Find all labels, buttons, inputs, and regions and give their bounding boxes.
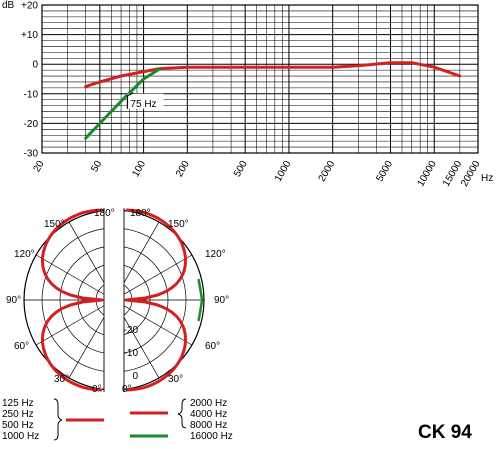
legend-right: 2000 Hz 4000 Hz 8000 Hz 16000 Hz xyxy=(190,398,233,442)
polar-pattern-right-red xyxy=(124,208,187,392)
polar-angle-label-right: 150° xyxy=(168,219,189,230)
polar-angle-label-left: 90° xyxy=(6,295,21,306)
y-tick-label: +10 xyxy=(21,30,38,41)
polar-radial-label: -20 xyxy=(124,325,139,336)
legend-right-item: 8000 Hz xyxy=(190,420,228,431)
legend-brace-right xyxy=(177,398,187,429)
series-line-green xyxy=(84,67,162,140)
polar-angle-label-right: 180° xyxy=(130,208,151,219)
polar-angle-label-right: 60° xyxy=(205,341,220,352)
x-tick-label: 10000 xyxy=(415,159,439,189)
legend-left: 125 Hz 250 Hz 500 Hz 1000 Hz xyxy=(2,398,39,442)
annotation-box xyxy=(127,93,164,109)
polar-pattern-right-green xyxy=(197,278,204,322)
polar-angle-label-left: 60° xyxy=(14,341,29,352)
legend-left-item: 125 Hz xyxy=(2,398,34,409)
y-axis-label: dB xyxy=(2,0,15,11)
x-tick-label: 200 xyxy=(174,159,192,179)
legend-left-item: 250 Hz xyxy=(2,409,34,420)
y-tick-label: -20 xyxy=(24,119,39,130)
polar-radial-label: 0 xyxy=(132,371,138,382)
y-tick-label: 0 xyxy=(32,60,38,71)
x-tick-label: 1000 xyxy=(273,159,294,184)
series-line-red xyxy=(84,61,462,88)
polar-angle-label-right: 0° xyxy=(122,384,132,395)
polar-angle-label-right: 90° xyxy=(214,295,229,306)
polar-angle-label-left: 180° xyxy=(94,208,115,219)
x-tick-label: 100 xyxy=(130,159,148,179)
legend-right-item: 4000 Hz xyxy=(190,409,228,420)
polar-pattern-left-red xyxy=(41,208,104,392)
legend-right-item: 2000 Hz xyxy=(190,398,228,409)
y-tick-label: +20 xyxy=(21,1,38,12)
y-tick-label: -10 xyxy=(24,89,39,100)
x-tick-label: 2000 xyxy=(317,159,338,184)
polar-angle-label-left: 0° xyxy=(92,384,102,395)
plot-frame xyxy=(41,4,479,154)
polar-spoke xyxy=(113,254,193,301)
legend-right-item: 16000 Hz xyxy=(190,431,233,442)
x-axis-label: Hz xyxy=(481,173,493,184)
x-tick-label: 20000 xyxy=(459,159,483,189)
annotation-label: 75 Hz xyxy=(130,99,156,110)
y-tick-label: -30 xyxy=(24,149,39,160)
legend-brace-left xyxy=(53,398,63,441)
polar-radial-label: -10 xyxy=(124,348,139,359)
polar-angle-label-left: 30° xyxy=(54,374,69,385)
x-tick-label: 50 xyxy=(89,159,104,175)
x-tick-label: 5000 xyxy=(374,159,395,184)
x-tick-label: 20 xyxy=(32,159,47,175)
x-tick-label: 500 xyxy=(232,159,250,179)
polar-center-gap xyxy=(104,196,124,404)
polar-angle-label-right: 120° xyxy=(205,249,226,260)
polar-angle-label-right: 30° xyxy=(168,374,183,385)
polar-spoke xyxy=(35,299,115,346)
polar-angle-label-left: 150° xyxy=(44,219,65,230)
legend-left-item: 1000 Hz xyxy=(2,431,40,442)
annotation-pointer xyxy=(126,92,134,109)
polar-spoke xyxy=(113,299,193,346)
polar-angle-label-left: 120° xyxy=(14,249,35,260)
polar-spoke xyxy=(35,254,115,301)
model-label: CK 94 xyxy=(418,422,472,443)
legend-left-item: 500 Hz xyxy=(2,420,34,431)
